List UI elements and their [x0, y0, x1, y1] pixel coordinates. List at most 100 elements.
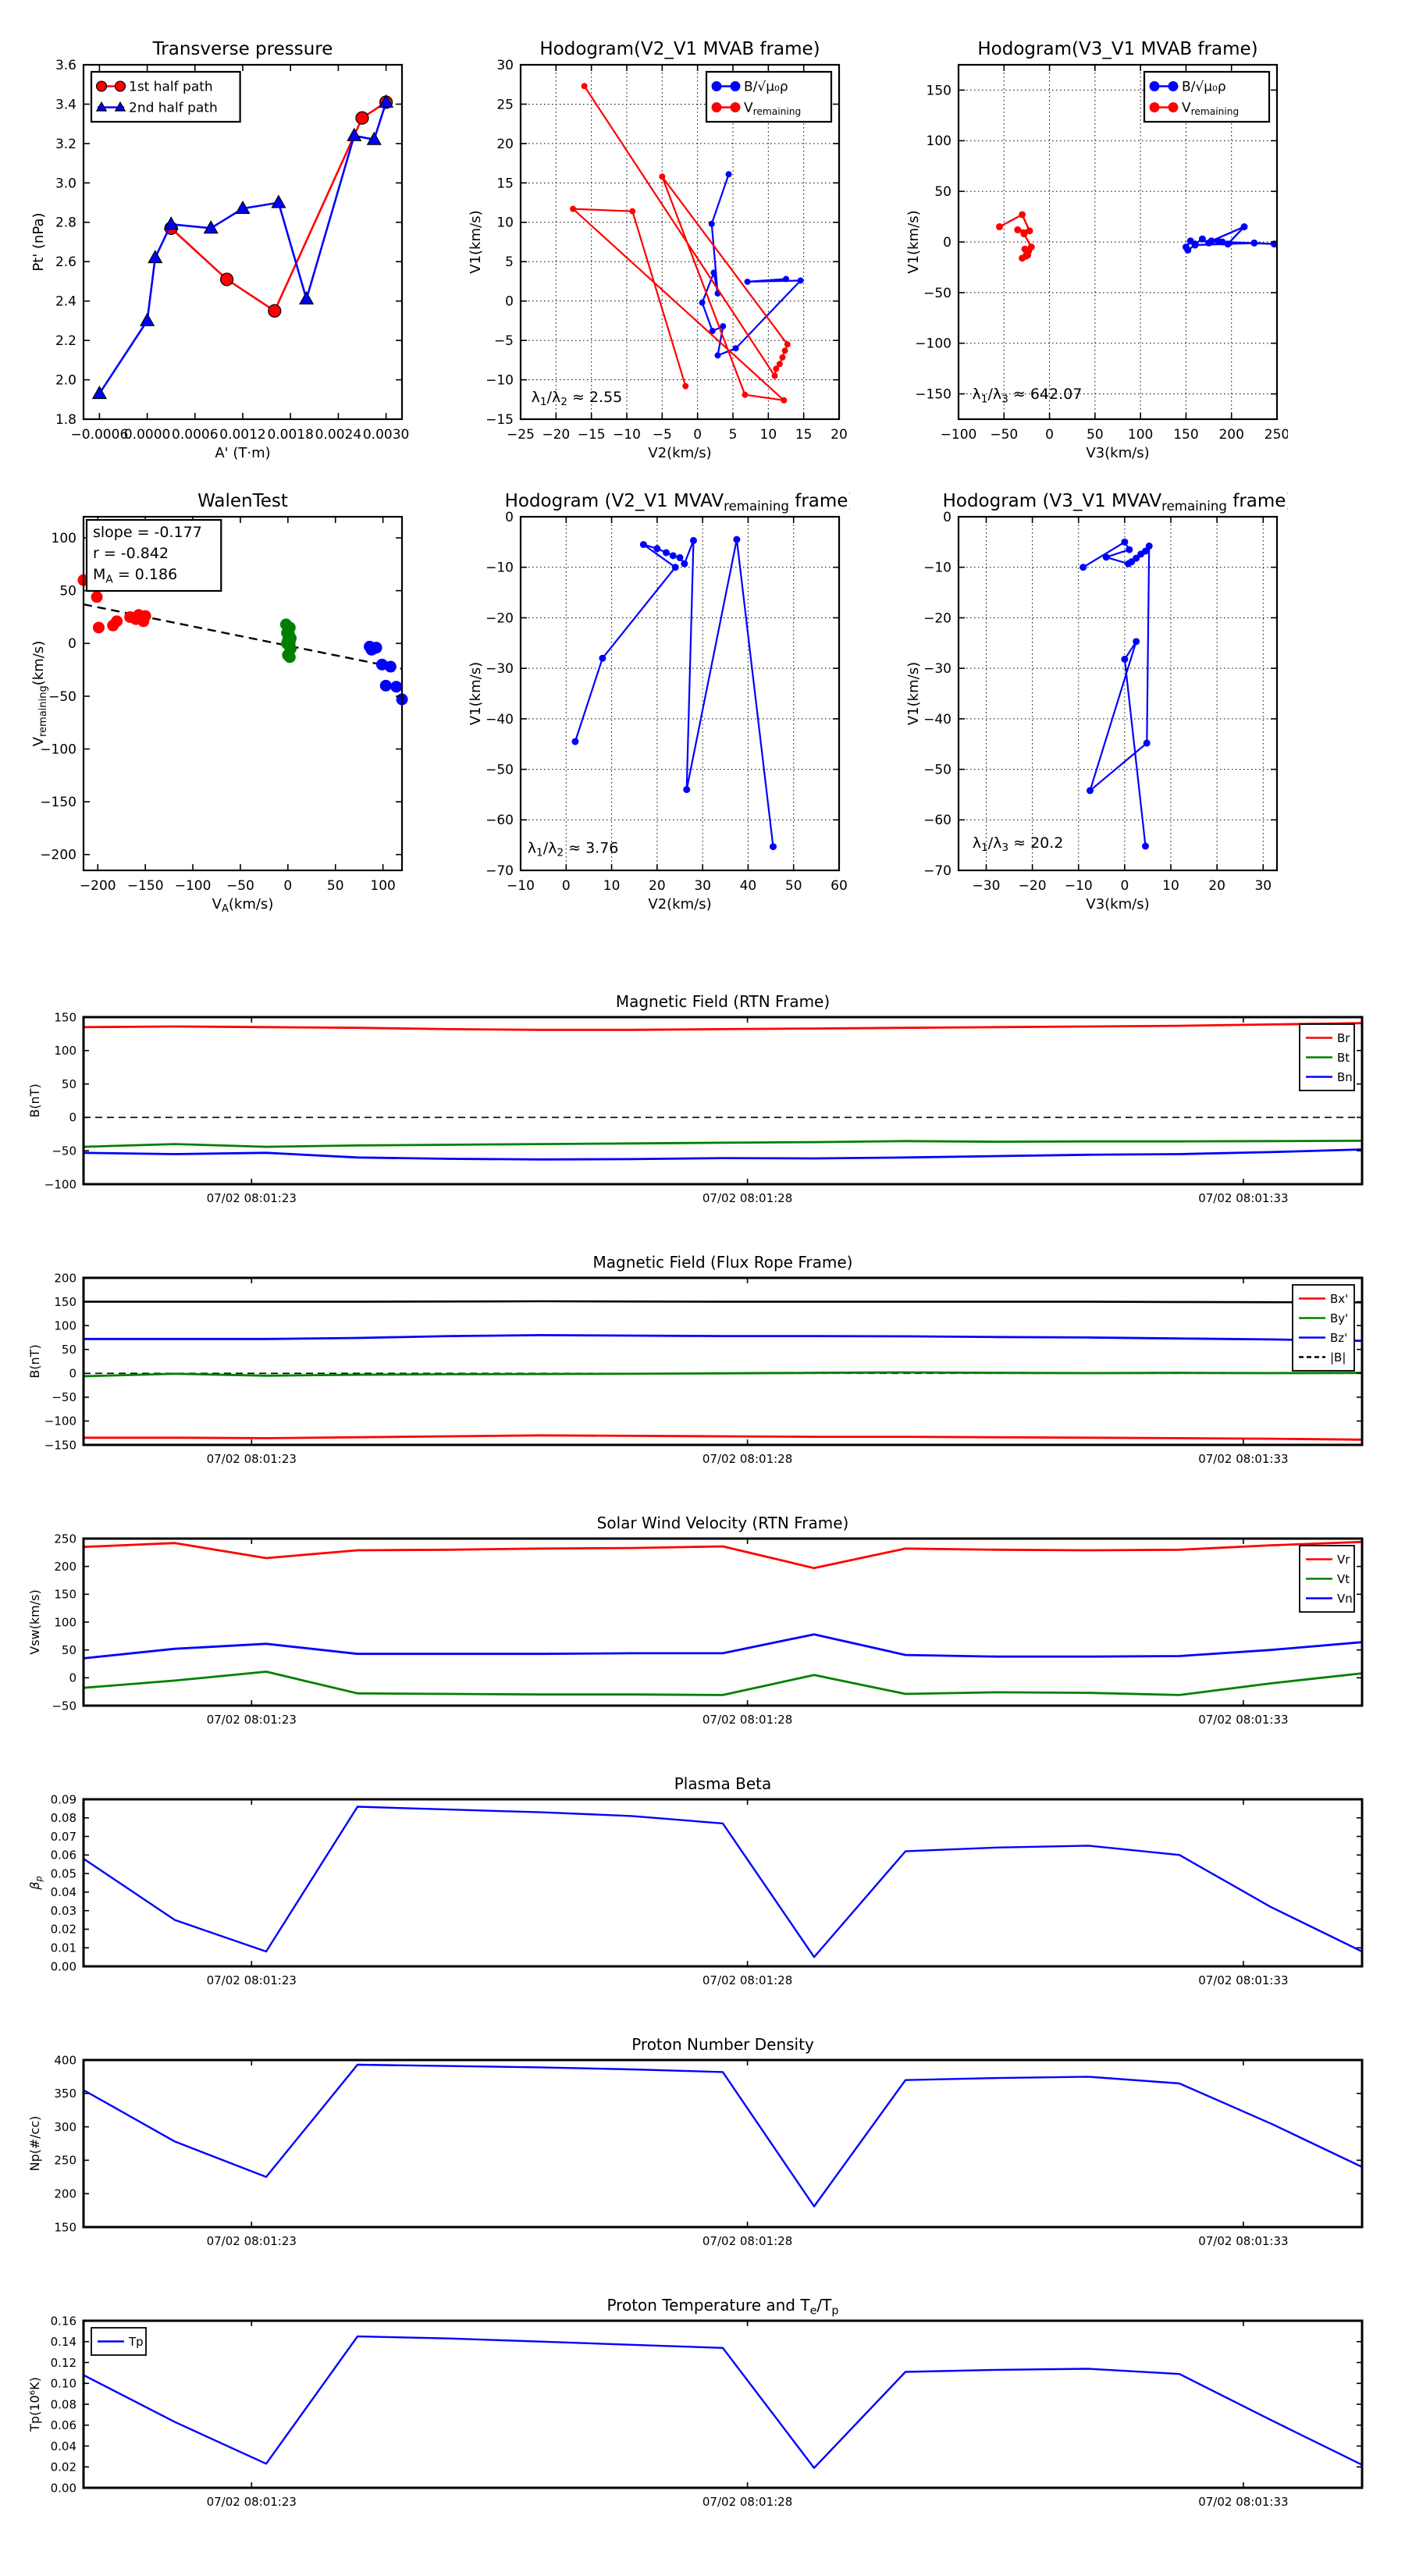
svg-text:−60: −60 — [923, 813, 951, 828]
svg-text:25: 25 — [496, 97, 514, 112]
svg-text:07/02 08:01:23: 07/02 08:01:23 — [207, 2495, 297, 2509]
hodogram_v3v1_mvav-svg: −30 −20 −10 0 10 20 30−70−60−50−40−30−20−100Ho… — [905, 491, 1288, 913]
svg-text:0.10: 0.10 — [51, 2377, 76, 2391]
svg-text:−10: −10 — [1065, 878, 1093, 894]
svg-text:Br: Br — [1337, 1031, 1350, 1045]
svg-text:0.00: 0.00 — [51, 1959, 76, 1973]
svg-text:Vsw(km/s): Vsw(km/s) — [27, 1589, 42, 1654]
plot-hodogram-v3v1-mvav: −30 −20 −10 0 10 20 30 −70 −60 −50 −40 −30 −20 −10 0 Ho… — [902, 482, 1288, 920]
svg-text:λ1/λ2 ≈ 2.55: λ1/λ2 ≈ 2.55 — [532, 389, 623, 408]
svg-text:150: 150 — [54, 1010, 76, 1024]
svg-text:VA(km/s): VA(km/s) — [212, 896, 274, 915]
svg-text:Vr: Vr — [1337, 1553, 1350, 1567]
svg-text:V3(km/s): V3(km/s) — [1086, 896, 1149, 913]
svg-text:B/√μ₀ρ: B/√μ₀ρ — [1182, 79, 1226, 94]
svg-text:250: 250 — [54, 2154, 76, 2168]
svg-text:Tp(10⁶K): Tp(10⁶K) — [27, 2377, 42, 2432]
svg-text:A' (T·m): A' (T·m) — [215, 445, 270, 461]
svg-text:−15: −15 — [486, 412, 514, 428]
svg-text:βp: βp — [27, 1876, 44, 1891]
plot-proton-number-density: 07/02 08:01:23 07/02 08:01:28 07/02 08:01:… — [25, 2037, 1378, 2260]
svg-text:3.4: 3.4 — [55, 97, 76, 112]
svg-text:−20: −20 — [1019, 878, 1047, 894]
svg-text:WalenTest: WalenTest — [197, 491, 288, 511]
svg-text:30: 30 — [496, 58, 514, 73]
svg-text:Hodogram (V2_V1 MVAVremaining: Hodogram (V2_V1 MVAVremaining frame) — [505, 491, 850, 514]
svg-text:0.0018: 0.0018 — [267, 427, 313, 443]
svg-text:−50: −50 — [52, 1699, 76, 1713]
svg-text:By': By' — [1330, 1311, 1348, 1325]
vsw_rtn-svg: 07/02 08:01:23 07/02 08:01:28 07/02 08:01:… — [27, 1515, 1364, 1727]
svg-text:0: 0 — [69, 1671, 76, 1685]
svg-text:B(nT): B(nT) — [27, 1083, 42, 1117]
svg-text:−100: −100 — [44, 1177, 76, 1191]
svg-text:−30: −30 — [486, 661, 514, 677]
svg-text:100: 100 — [927, 133, 951, 149]
svg-text:0: 0 — [505, 510, 514, 525]
svg-text:1.8: 1.8 — [55, 412, 76, 428]
svg-text:50: 50 — [934, 184, 951, 200]
svg-text:07/02 08:01:33: 07/02 08:01:33 — [1198, 2495, 1288, 2509]
svg-text:20: 20 — [831, 427, 848, 443]
svg-text:−20: −20 — [923, 610, 951, 626]
plot-hodogram-v3v1-mvab: −100 −50 0 50 100 150 200 250 −150 −100 −50 0 50 100 1… — [902, 30, 1288, 469]
svg-text:−70: −70 — [486, 863, 514, 879]
svg-text:1st half path: 1st half path — [129, 79, 213, 94]
svg-text:3.0: 3.0 — [55, 176, 76, 191]
svg-text:07/02 08:01:23: 07/02 08:01:23 — [207, 1191, 297, 1205]
svg-text:0.02: 0.02 — [51, 1923, 76, 1937]
svg-text:0.0030: 0.0030 — [363, 427, 409, 443]
svg-text:−5: −5 — [494, 333, 514, 349]
svg-text:−50: −50 — [52, 1390, 76, 1404]
svg-text:0.04: 0.04 — [51, 2439, 76, 2453]
svg-text:100: 100 — [1128, 427, 1153, 443]
svg-text:Vn: Vn — [1337, 1592, 1353, 1606]
svg-text:0.07: 0.07 — [51, 1830, 76, 1844]
svg-text:150: 150 — [54, 2220, 76, 2234]
svg-text:−100: −100 — [941, 427, 977, 443]
svg-text:0: 0 — [943, 235, 951, 251]
b_fluxrope-svg: 07/02 08:01:23 07/02 08:01:28 07/02 08:01:… — [27, 1254, 1364, 1466]
svg-text:−60: −60 — [486, 813, 514, 828]
svg-text:−20: −20 — [486, 610, 514, 626]
svg-text:−15: −15 — [578, 427, 606, 443]
svg-text:2nd half path: 2nd half path — [129, 100, 218, 116]
svg-text:100: 100 — [54, 1318, 76, 1332]
svg-text:07/02 08:01:28: 07/02 08:01:28 — [702, 1973, 792, 1987]
svg-text:0.06: 0.06 — [51, 1848, 76, 1863]
svg-text:0: 0 — [69, 1111, 76, 1125]
svg-text:0: 0 — [693, 427, 702, 443]
svg-text:15: 15 — [496, 176, 514, 191]
svg-text:0.01: 0.01 — [51, 1941, 76, 1955]
svg-text:20: 20 — [649, 878, 666, 894]
svg-text:07/02 08:01:23: 07/02 08:01:23 — [207, 1973, 297, 1987]
svg-text:07/02 08:01:23: 07/02 08:01:23 — [207, 2234, 297, 2248]
svg-text:10: 10 — [496, 215, 514, 231]
svg-text:5: 5 — [505, 254, 514, 270]
svg-text:100: 100 — [52, 531, 76, 546]
svg-text:Vremaining: Vremaining — [1182, 100, 1239, 117]
plot-plasma-beta: 07/02 08:01:23 07/02 08:01:28 07/02 08:01:… — [25, 1776, 1378, 1999]
svg-text:−30: −30 — [923, 661, 951, 677]
svg-text:40: 40 — [740, 878, 757, 894]
svg-text:−50: −50 — [990, 427, 1018, 443]
svg-text:−50: −50 — [48, 689, 76, 705]
svg-text:V2(km/s): V2(km/s) — [648, 896, 711, 913]
hodogram_v3v1_mvab-svg: −100 −50 0 50 100 150 200 250 −150 −100 −50 0 50 100 1… — [905, 39, 1288, 461]
svg-text:07/02 08:01:28: 07/02 08:01:28 — [702, 1191, 792, 1205]
svg-text:0: 0 — [943, 510, 951, 525]
walen_test-svg: −200 −150 −100 −50 0 50 100 −200 −150 −100 −50 0 50 1… — [30, 491, 408, 915]
svg-text:Bn: Bn — [1337, 1070, 1353, 1084]
svg-text:0.05: 0.05 — [51, 1866, 76, 1880]
svg-text:MA = 0.186: MA = 0.186 — [93, 566, 177, 585]
svg-text:V1(km/s): V1(km/s) — [905, 662, 922, 725]
svg-text:07/02 08:01:23: 07/02 08:01:23 — [207, 1713, 297, 1727]
proton_density-svg: 07/02 08:01:23 07/02 08:01:28 07/02 08:01:… — [27, 2037, 1364, 2248]
svg-text:0.0012: 0.0012 — [219, 427, 265, 443]
svg-text:50: 50 — [62, 1077, 76, 1091]
svg-text:20: 20 — [1208, 878, 1225, 894]
svg-text:slope = -0.177: slope = -0.177 — [93, 524, 202, 541]
svg-text:Vt: Vt — [1337, 1572, 1350, 1586]
svg-text:−150: −150 — [44, 1438, 76, 1452]
svg-text:0: 0 — [1045, 427, 1054, 443]
